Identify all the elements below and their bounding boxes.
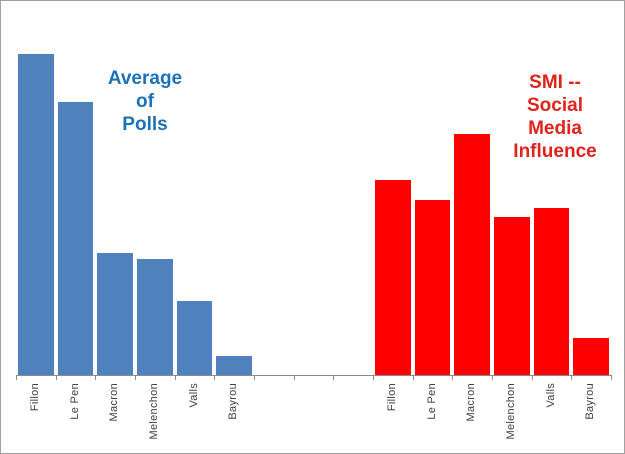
category-label-macron-series2: Macron <box>465 383 478 422</box>
axis-tick <box>373 375 374 380</box>
bar-bayrou-series1 <box>216 355 252 375</box>
bar-macron-series1 <box>97 252 133 375</box>
axis-tick <box>571 375 573 380</box>
category-label-valls-series2: Valls <box>544 383 557 408</box>
polls-series-label: Average of Polls <box>107 68 183 135</box>
category-label-valls-series1: Valls <box>187 383 200 408</box>
axis-tick <box>333 375 335 380</box>
category-label-le-pen-series2: Le Pen <box>425 383 438 420</box>
category-label-melenchon-series2: Melenchon <box>504 383 517 440</box>
bar-valls-series2 <box>533 207 570 375</box>
bar-bayrou-series2 <box>573 338 609 375</box>
bar-fillon-series1 <box>18 53 54 375</box>
bar-le-pen-series1 <box>57 101 94 375</box>
category-label-melenchon-series1: Melenchon <box>147 383 160 440</box>
bar-melenchon-series1 <box>137 259 173 375</box>
bar-macron-series2 <box>454 133 490 375</box>
bar-le-pen-series2 <box>414 199 451 375</box>
x-axis-line <box>16 375 612 376</box>
bar-melenchon-series2 <box>494 217 530 375</box>
bar-fillon-series2 <box>375 180 411 375</box>
category-label-bayrou-series2: Bayrou <box>584 383 597 420</box>
axis-tick <box>135 375 136 380</box>
axis-tick <box>174 375 176 380</box>
axis-tick <box>95 375 97 380</box>
axis-tick <box>293 375 295 380</box>
axis-tick <box>214 375 216 380</box>
bar-valls-series1 <box>176 301 213 375</box>
axis-tick <box>452 375 454 380</box>
axis-tick <box>55 375 57 380</box>
smi-series-label: SMI -- Social Media Influence <box>513 72 597 162</box>
category-label-bayrou-series1: Bayrou <box>227 383 240 420</box>
axis-tick <box>16 375 17 380</box>
category-label-fillon-series1: Fillon <box>28 383 41 412</box>
axis-tick <box>531 375 533 380</box>
axis-tick <box>412 375 414 380</box>
category-label-le-pen-series1: Le Pen <box>68 383 81 420</box>
axis-tick <box>611 375 612 380</box>
category-label-macron-series1: Macron <box>108 383 121 422</box>
axis-tick <box>254 375 255 380</box>
category-label-fillon-series2: Fillon <box>385 383 398 412</box>
axis-tick <box>492 375 493 380</box>
